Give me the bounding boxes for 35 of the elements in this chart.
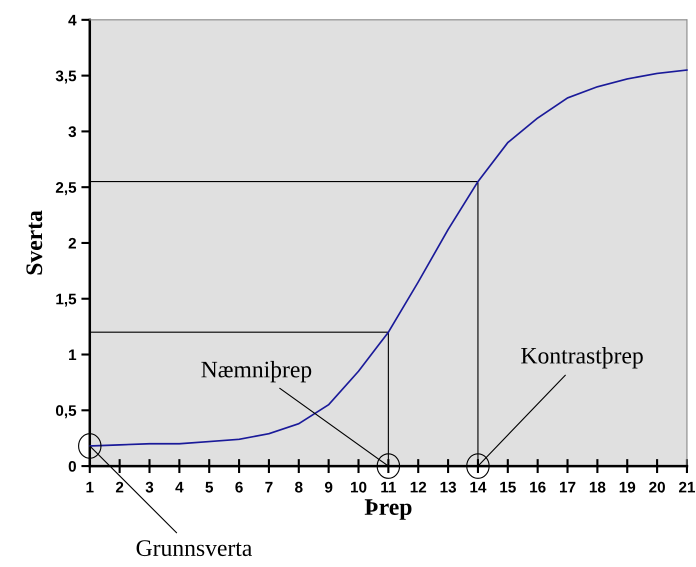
x-tick-label: 4 [175, 482, 184, 492]
y-tick-label: 3,5 [56, 70, 76, 84]
annotation: Kontrastþrep [521, 347, 643, 368]
x-tick-label: 15 [500, 482, 516, 493]
annotation: Grunnsverta [136, 540, 252, 556]
y-tick-label: 3 [68, 126, 76, 138]
x-tick-label: 1 [86, 482, 94, 492]
x-tick-label: 5 [205, 482, 214, 493]
x-tick-label: 18 [590, 482, 606, 493]
annotation: Næmniþrep [201, 360, 312, 382]
y-tick-label: 2 [68, 238, 76, 248]
x-tick-label: 9 [324, 482, 332, 493]
y-tick-label: 4 [68, 14, 77, 26]
y-tick-label: 2,5 [56, 182, 76, 196]
x-tick-label: 14 [470, 482, 486, 492]
x-axis-title: Þrep [364, 499, 412, 520]
y-tick-label: 0 [68, 460, 76, 472]
x-tick-label: 2 [116, 482, 124, 492]
x-tick-label: 19 [620, 482, 636, 493]
x-tick-label: 8 [295, 482, 303, 493]
x-tick-label: 3 [146, 482, 154, 493]
x-tick-label: 7 [265, 482, 273, 492]
x-tick-label: 6 [235, 482, 243, 493]
x-tick-label: 20 [649, 482, 665, 493]
x-tick-label: 21 [678, 482, 696, 492]
x-tick-label: 17 [560, 482, 576, 492]
y-tick-label: 0,5 [56, 405, 76, 418]
y-axis-title: Sverta [26, 210, 42, 274]
x-tick-label: 12 [410, 482, 426, 492]
x-tick-label: 13 [440, 482, 456, 493]
y-tick-label: 1,5 [56, 294, 76, 307]
x-tick-label: 10 [350, 482, 366, 493]
x-tick-label: 11 [381, 482, 396, 492]
y-tick-label: 1 [69, 350, 76, 360]
x-tick-label: 16 [530, 482, 546, 493]
